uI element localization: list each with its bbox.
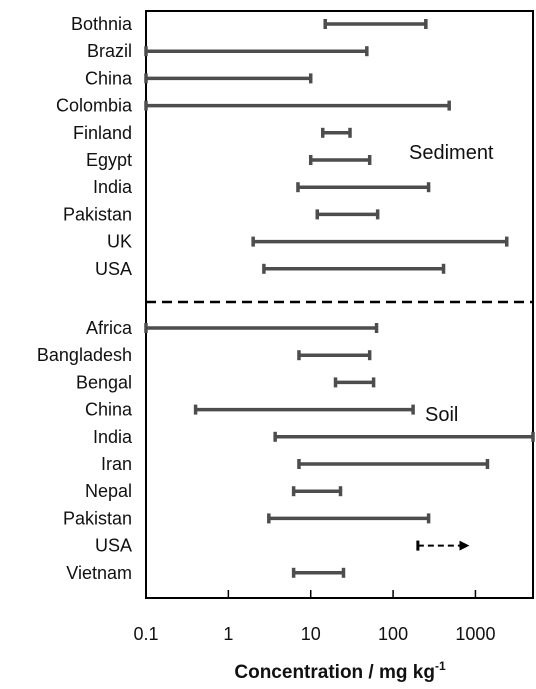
category-label: Iran (101, 454, 132, 474)
category-label: Colombia (56, 96, 133, 116)
category-label: Africa (86, 318, 133, 338)
category-label: Pakistan (63, 204, 132, 224)
category-label: Nepal (85, 481, 132, 501)
category-label: Egypt (86, 150, 132, 170)
x-axis-title-main: Concentration / mg kg (234, 662, 435, 683)
category-label: Vietnam (66, 563, 132, 583)
category-label: Pakistan (63, 508, 132, 528)
x-axis-title-superscript: -1 (435, 659, 446, 673)
x-tick-label: 1 (223, 624, 233, 644)
category-label: Bangladesh (37, 345, 132, 365)
category-label: UK (107, 232, 132, 252)
group-label-soil: Soil (425, 404, 458, 426)
x-tick-label: 0.1 (133, 624, 158, 644)
category-label: USA (95, 536, 132, 556)
group-label-sediment: Sediment (409, 142, 494, 164)
category-label: India (93, 427, 133, 447)
x-axis-title: Concentration / mg kg-1 (234, 659, 446, 683)
category-label: Bengal (76, 372, 132, 392)
category-label: Bothnia (71, 14, 133, 34)
category-label: China (85, 68, 133, 88)
category-label: India (93, 177, 133, 197)
category-label: USA (95, 259, 132, 279)
x-tick-label: 100 (378, 624, 408, 644)
x-tick-label: 1000 (455, 624, 495, 644)
category-label: Brazil (87, 41, 132, 61)
x-tick-label: 10 (301, 624, 321, 644)
plot-frame (145, 10, 534, 599)
category-label: China (85, 400, 133, 420)
category-label: Finland (73, 123, 132, 143)
